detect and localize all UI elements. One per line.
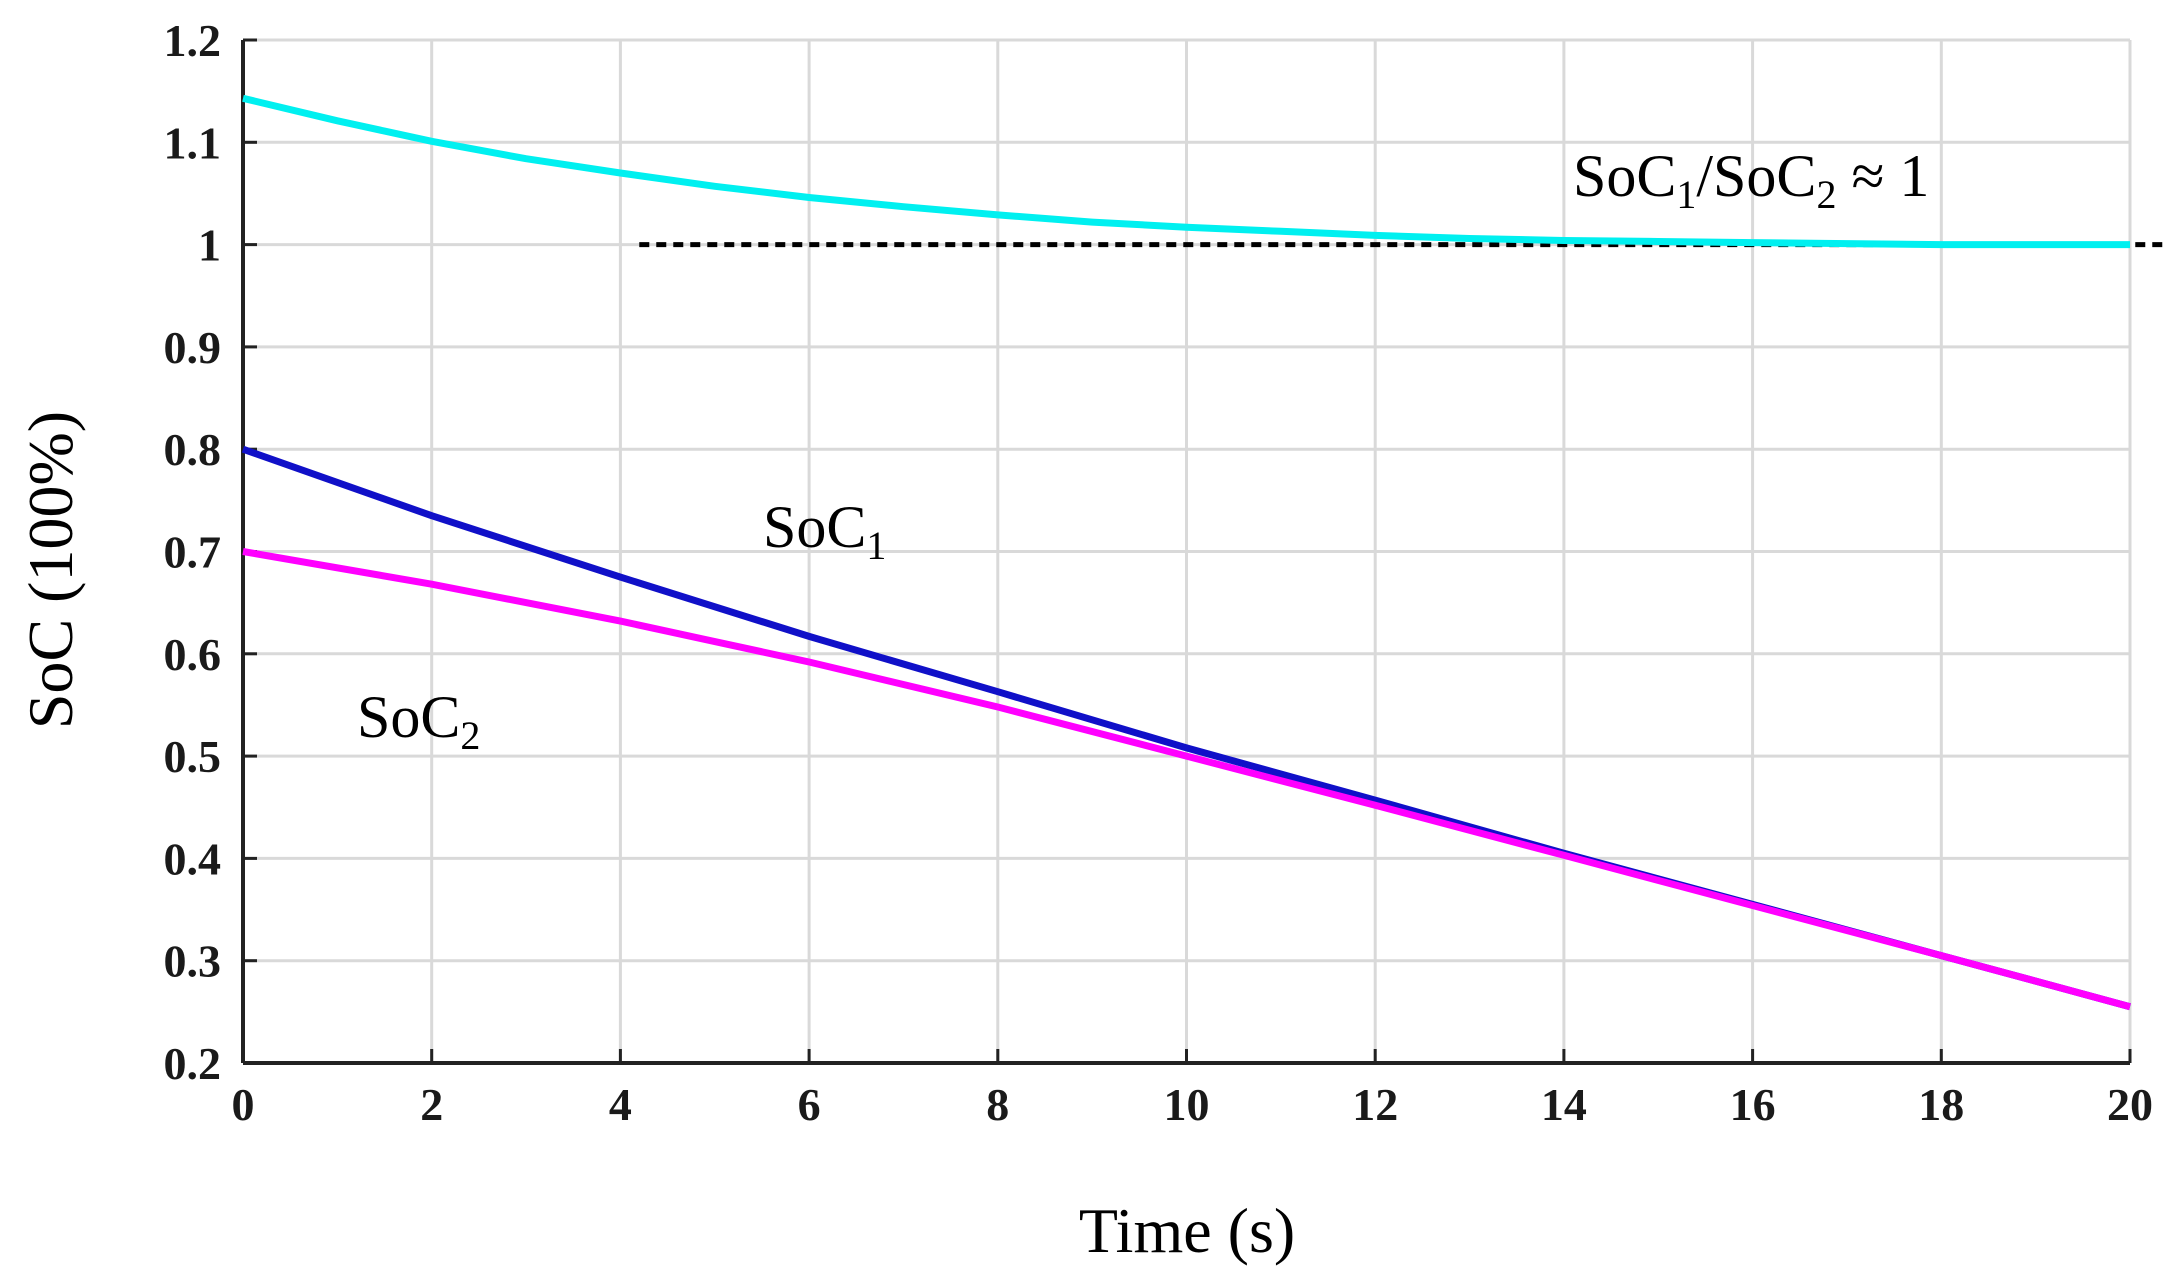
y-tick-label: 0.2 — [164, 1038, 222, 1089]
y-tick-label: 1.1 — [164, 117, 222, 168]
soc2-annotation: SoC2 — [357, 684, 480, 758]
series-group — [241, 94, 2131, 1011]
x-tick-label: 18 — [1918, 1079, 1964, 1130]
soc1-base: SoC — [763, 494, 866, 560]
x-tick-label: 4 — [609, 1079, 632, 1130]
y-tick-label: 0.6 — [164, 629, 222, 680]
soc1-annotation: SoC1 — [763, 494, 886, 568]
x-tick-label: 6 — [798, 1079, 821, 1130]
x-tick-label: 16 — [1730, 1079, 1776, 1130]
y-tick-label: 0.5 — [164, 731, 222, 782]
x-tick-label: 14 — [1541, 1079, 1587, 1130]
soc2-base: SoC — [357, 684, 460, 750]
x-tick-label: 10 — [1164, 1079, 1210, 1130]
y-tick-label: 0.3 — [164, 936, 222, 987]
x-tick-label: 0 — [232, 1079, 255, 1130]
y-axis-title: SoC (100%) — [15, 411, 86, 729]
x-tick-label: 20 — [2107, 1079, 2153, 1130]
y-tick-label: 0.8 — [164, 424, 222, 475]
y-tick-label: 0.4 — [164, 833, 222, 884]
ratio-sub-1: 1 — [1676, 172, 1696, 217]
ratio-tail: ≈ 1 — [1836, 143, 1929, 209]
ratio-mid: /SoC — [1696, 143, 1816, 209]
ratio-base-1: SoC — [1573, 143, 1676, 209]
x-tick-label: 12 — [1352, 1079, 1398, 1130]
ratio-annotation: SoC1/SoC2 ≈ 1 — [1573, 143, 1929, 217]
ratio-sub-2: 2 — [1816, 172, 1836, 217]
y-tick-label: 0.7 — [164, 527, 222, 578]
y-tick-label: 1 — [198, 220, 221, 271]
soc1-sub: 1 — [866, 523, 886, 568]
soc2-line — [242, 548, 2131, 1011]
ratio-line — [242, 94, 2130, 249]
y-tick-label: 1.2 — [164, 15, 222, 66]
x-tick-label: 2 — [420, 1079, 443, 1130]
tick-labels: 0 2 4 6 8 10 12 14 16 18 200.20.30.40.50.60.70.80.… — [164, 15, 2154, 1130]
x-tick-label: 8 — [986, 1079, 1009, 1130]
x-axis-title: Time (s) — [1079, 1195, 1295, 1266]
soc2-sub: 2 — [460, 713, 480, 758]
y-tick-label: 0.9 — [164, 322, 222, 373]
